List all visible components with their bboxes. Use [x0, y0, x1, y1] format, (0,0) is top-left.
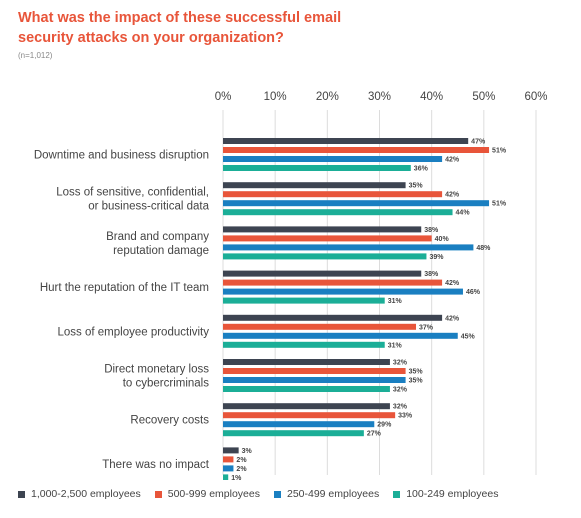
category-label: Brand and company — [106, 231, 209, 243]
bar — [223, 253, 427, 260]
bar — [223, 314, 443, 321]
data-label: 32% — [393, 387, 408, 394]
bar — [223, 182, 406, 189]
x-tick-label: 40% — [420, 91, 443, 103]
legend-item: 100-249 employees — [393, 488, 498, 500]
category-label: Recovery costs — [130, 415, 209, 427]
data-label: 35% — [409, 369, 424, 376]
bar-chart: 0% 10% 20% 30% 40% 50% 60% Downtime and busines… — [34, 91, 548, 480]
category-label: Hurt the reputation of the IT team — [40, 282, 209, 294]
bar — [223, 235, 432, 242]
bar — [223, 156, 443, 162]
bar — [223, 147, 490, 153]
data-label: 45% — [461, 333, 476, 340]
legend-swatch — [273, 490, 281, 498]
chart-subtitle: (n=1,012) — [18, 51, 53, 60]
data-label: 42% — [445, 280, 460, 287]
bar — [223, 332, 458, 339]
bar — [223, 226, 422, 233]
data-label: 27% — [367, 431, 382, 438]
x-tick-label: 10% — [264, 91, 287, 103]
bar — [223, 323, 417, 330]
data-label: 35% — [409, 378, 424, 385]
x-tick-label: 20% — [316, 91, 339, 103]
bar — [223, 447, 239, 454]
category-label: to cybercriminals — [123, 378, 210, 390]
data-label: 39% — [429, 254, 444, 261]
data-label: 48% — [476, 245, 491, 252]
data-label: 40% — [435, 236, 450, 243]
legend-label: 250-499 employees — [286, 488, 380, 500]
category-label: There was no impact — [102, 459, 210, 471]
x-tick-label: 50% — [472, 91, 495, 103]
legend: 1,000-2,500 employees 500-999 employees 25… — [18, 488, 512, 500]
category-label: Downtime and business disruption — [34, 150, 209, 162]
bar — [223, 209, 453, 216]
bar — [223, 138, 469, 144]
legend-label: 100-249 employees — [406, 488, 499, 500]
bar — [223, 386, 390, 392]
bar — [223, 165, 411, 171]
data-label: 44% — [456, 210, 471, 217]
bar — [223, 412, 396, 419]
data-label: 42% — [445, 157, 460, 164]
data-label: 31% — [388, 298, 403, 305]
bar — [223, 191, 443, 198]
data-label: 42% — [445, 192, 460, 199]
bar — [223, 341, 385, 348]
legend-item: 500-999 employees — [154, 488, 260, 500]
data-label: 38% — [424, 271, 439, 278]
data-label: 31% — [388, 342, 403, 349]
category-label: reputation damage — [113, 245, 209, 257]
bar — [223, 270, 422, 277]
data-label: 42% — [445, 315, 460, 322]
bar — [223, 279, 443, 286]
data-label: 51% — [492, 148, 507, 155]
bar — [223, 200, 490, 207]
category-label: Direct monetary loss — [104, 364, 209, 376]
data-label: 3% — [242, 448, 253, 455]
data-label: 37% — [419, 324, 434, 331]
bar — [223, 474, 229, 480]
bar — [223, 430, 364, 437]
bar — [223, 465, 234, 472]
category-label: Loss of sensitive, confidential, — [56, 187, 209, 199]
data-label: 29% — [377, 422, 392, 429]
bar — [223, 456, 234, 463]
legend-label: 500-999 employees — [167, 488, 260, 500]
x-tick-label: 60% — [524, 91, 547, 103]
data-label: 51% — [492, 201, 507, 208]
x-tick-label: 0% — [215, 91, 232, 103]
bar — [223, 368, 406, 374]
legend-swatch — [154, 490, 162, 498]
legend-swatch — [18, 490, 25, 498]
data-label: 32% — [393, 360, 408, 367]
data-label: 33% — [398, 413, 413, 420]
bar — [223, 421, 375, 428]
bar — [223, 377, 406, 383]
data-label: 32% — [393, 404, 408, 411]
data-label: 2% — [236, 457, 247, 464]
legend-item: 1,000-2,500 employees — [18, 488, 141, 500]
chart-title: What was the impact of these successful … — [18, 10, 342, 46]
data-label: 47% — [471, 139, 486, 146]
category-label: or business-critical data — [88, 201, 209, 213]
x-tick-label: 30% — [368, 91, 391, 103]
data-label: 35% — [409, 183, 424, 190]
bar — [223, 403, 390, 410]
data-label: 36% — [414, 166, 429, 173]
bar — [223, 244, 474, 251]
bar — [223, 288, 463, 295]
category-label: Loss of employee productivity — [58, 326, 210, 338]
data-label: 38% — [424, 227, 439, 234]
data-label: 2% — [236, 466, 247, 473]
legend-swatch — [393, 490, 401, 498]
legend-item: 250-499 employees — [273, 488, 380, 500]
data-label: 1% — [231, 475, 242, 480]
data-label: 46% — [466, 289, 481, 296]
bar — [223, 297, 385, 304]
legend-label: 1,000-2,500 employees — [31, 488, 141, 500]
bar — [223, 359, 390, 365]
